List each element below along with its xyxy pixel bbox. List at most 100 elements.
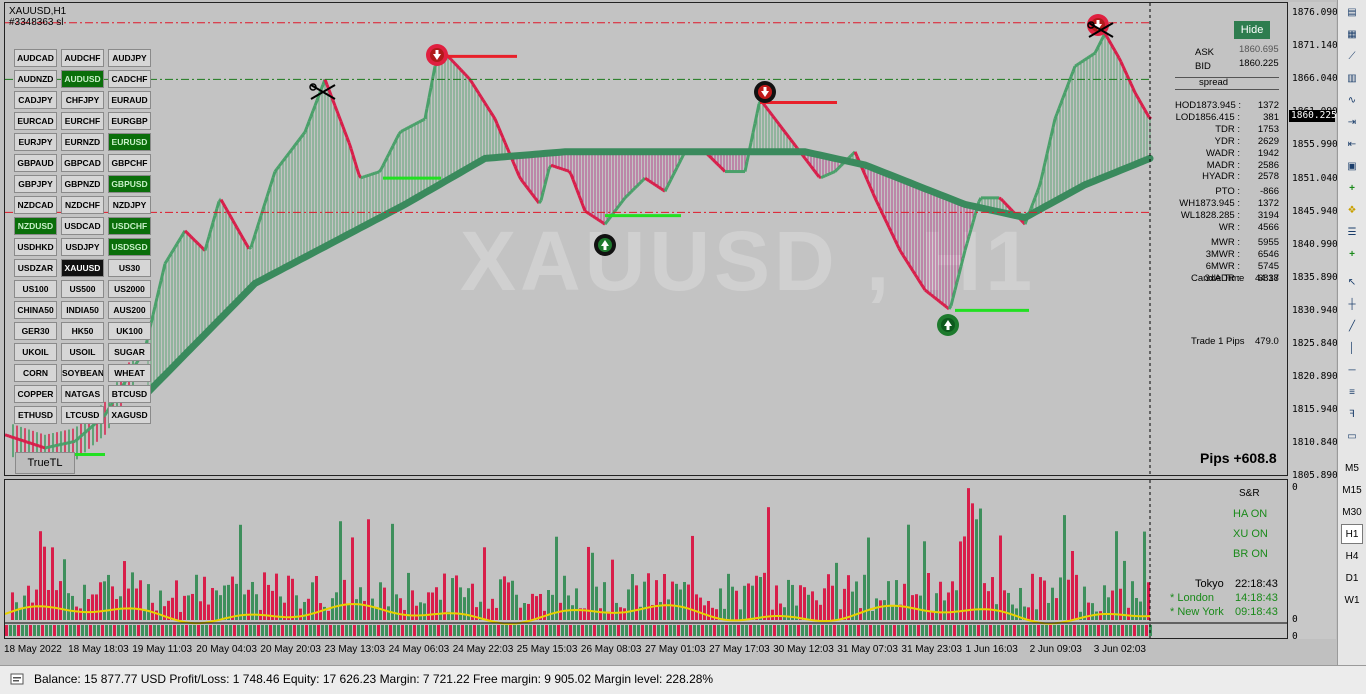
symbol-button[interactable]: EURJPY [14, 133, 57, 151]
timeframe-w1[interactable]: W1 [1341, 590, 1363, 610]
indicator-icon[interactable]: ∿ [1341, 90, 1363, 110]
symbol-button[interactable]: CADJPY [14, 91, 57, 109]
symbol-button[interactable]: COPPER [14, 385, 57, 403]
symbol-button[interactable]: BTCUSD [108, 385, 151, 403]
symbol-button[interactable]: USDCHF [108, 217, 151, 235]
volume-bar [95, 594, 98, 620]
symbol-button[interactable]: CHFJPY [61, 91, 104, 109]
symbol-button[interactable]: HK50 [61, 322, 104, 340]
symbol-button[interactable]: GBPCHF [108, 154, 151, 172]
trend-strip-bar [757, 625, 760, 636]
symbol-button[interactable]: NZDUSD [14, 217, 57, 235]
line-chart-icon[interactable]: ⟋ [1341, 46, 1363, 66]
volume-bar [1031, 574, 1034, 620]
symbol-button[interactable]: AUDCHF [61, 49, 104, 67]
vertical-line-icon[interactable]: │ [1341, 338, 1363, 358]
symbol-button[interactable]: SUGAR [108, 343, 151, 361]
crosshair-icon[interactable]: ┼ [1341, 294, 1363, 314]
hide-button[interactable]: Hide [1234, 21, 1270, 39]
symbol-button[interactable]: US2000 [108, 280, 151, 298]
trend-strip-bar [217, 625, 220, 636]
symbol-button[interactable]: EURAUD [108, 91, 151, 109]
price-line-segment [887, 223, 889, 227]
timeframe-h1[interactable]: H1 [1341, 524, 1363, 544]
price-line-segment [641, 180, 643, 182]
text-icon[interactable]: ꟻ [1341, 404, 1363, 424]
symbol-button[interactable]: NZDCHF [61, 196, 104, 214]
chart-icon[interactable]: ▦ [1341, 24, 1363, 44]
symbol-button[interactable]: CADCHF [108, 70, 151, 88]
cursor-icon[interactable]: ↖ [1341, 272, 1363, 292]
symbol-button[interactable]: SOYBEANS [61, 364, 104, 382]
symbol-button[interactable]: INDIA50 [61, 301, 104, 319]
price-axis[interactable]: 1876.0901871.1401866.0401861.0901855.990… [1288, 2, 1336, 639]
symbol-button[interactable]: USDHKD [14, 238, 57, 256]
symbol-button[interactable]: NZDJPY [108, 196, 151, 214]
symbol-button[interactable]: USDCAD [61, 217, 104, 235]
symbol-button[interactable]: EURGBP [108, 112, 151, 130]
trend-strip-bar [933, 625, 936, 636]
symbol-button[interactable]: LTCUSD [61, 406, 104, 424]
template-icon[interactable]: ❖ [1341, 200, 1363, 220]
symbol-button[interactable]: GBPUSD [108, 175, 151, 193]
symbol-button[interactable]: NATGAS [61, 385, 104, 403]
symbol-button[interactable]: NZDCAD [14, 196, 57, 214]
add-icon[interactable]: + [1341, 244, 1363, 264]
symbol-button[interactable]: US500 [61, 280, 104, 298]
chart-icon[interactable]: ▤ [1341, 2, 1363, 22]
chart-icon[interactable]: ▣ [1341, 156, 1363, 176]
timeframe-d1[interactable]: D1 [1341, 568, 1363, 588]
symbol-button[interactable]: EURCHF [61, 112, 104, 130]
symbol-button[interactable]: GER30 [14, 322, 57, 340]
symbol-button[interactable]: ETHUSD [14, 406, 57, 424]
symbol-button[interactable]: EURNZD [61, 133, 104, 151]
symbol-button[interactable]: GBPJPY [14, 175, 57, 193]
trend-strip-bar [25, 625, 28, 636]
properties-icon[interactable]: ☰ [1341, 222, 1363, 242]
main-chart[interactable]: XAUUSD , H1 XAUUSD,H1 #3348363 sl AUDCAD… [4, 2, 1288, 476]
symbol-button[interactable]: XAGUSD [108, 406, 151, 424]
zoom-in-icon[interactable]: + [1341, 178, 1363, 198]
volume-bar [679, 590, 682, 620]
price-line-segment [1001, 199, 1003, 201]
symbol-button[interactable]: UKOIL [14, 343, 57, 361]
symbol-button[interactable]: US30 [108, 259, 151, 277]
symbol-button[interactable]: GBPNZD [61, 175, 104, 193]
symbol-button[interactable]: USDSGD [108, 238, 151, 256]
timeframe-m15[interactable]: M15 [1341, 480, 1363, 500]
trend-strip-bar [1141, 625, 1144, 636]
horizontal-line-icon[interactable]: ─ [1341, 360, 1363, 380]
symbol-button[interactable]: XAUUSD [61, 259, 104, 277]
timeframe-m30[interactable]: M30 [1341, 502, 1363, 522]
symbol-button[interactable]: USOIL [61, 343, 104, 361]
shapes-icon[interactable]: ▭ [1341, 426, 1363, 446]
autoscroll-icon[interactable]: ⇤ [1341, 134, 1363, 154]
fibonacci-icon[interactable]: ≡ [1341, 382, 1363, 402]
symbol-button[interactable]: CORN [14, 364, 57, 382]
symbol-button[interactable]: USDJPY [61, 238, 104, 256]
symbol-button[interactable]: AUDUSD [61, 70, 104, 88]
symbol-button[interactable]: US100 [14, 280, 57, 298]
symbol-button[interactable]: EURCAD [14, 112, 57, 130]
symbol-button[interactable]: AUDJPY [108, 49, 151, 67]
trendline-icon[interactable]: ╱ [1341, 316, 1363, 336]
symbol-button[interactable]: GBPAUD [14, 154, 57, 172]
trend-strip-bar [393, 625, 396, 636]
timeframe-h4[interactable]: H4 [1341, 546, 1363, 566]
symbol-button[interactable]: GBPCAD [61, 154, 104, 172]
scroll-icon[interactable]: ⇥ [1341, 112, 1363, 132]
symbol-button[interactable]: USDZAR [14, 259, 57, 277]
symbol-button[interactable]: CHINA50 [14, 301, 57, 319]
symbol-button[interactable]: UK100 [108, 322, 151, 340]
symbol-button[interactable]: AUDCAD [14, 49, 57, 67]
truetl-button[interactable]: TrueTL [15, 452, 75, 474]
chart-icon[interactable]: ▥ [1341, 68, 1363, 88]
symbol-button[interactable]: AUDNZD [14, 70, 57, 88]
symbol-button[interactable]: WHEAT [108, 364, 151, 382]
symbol-button[interactable]: EURUSD [108, 133, 151, 151]
symbol-button[interactable]: AUS200 [108, 301, 151, 319]
price-line-segment [93, 424, 95, 426]
timeframe-m5[interactable]: M5 [1341, 458, 1363, 478]
